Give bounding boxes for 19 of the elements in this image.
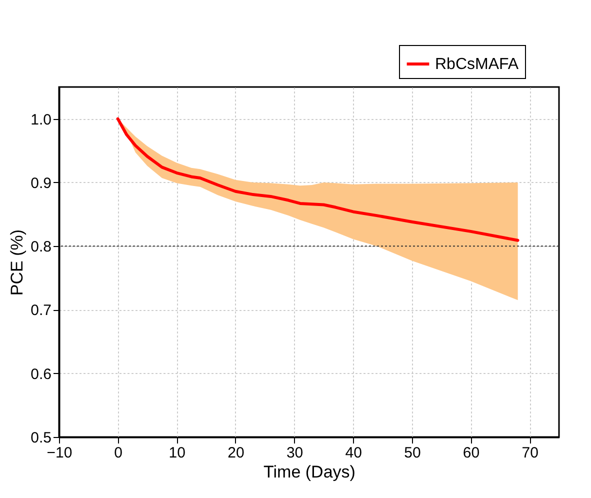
x-axis-title: Time (Days) [264, 462, 356, 482]
x-tick-label: 60 [462, 444, 480, 462]
x-tick-label: 20 [228, 444, 244, 462]
legend-label: RbCsMAFA [435, 56, 519, 73]
x-tick-label: 30 [286, 444, 304, 462]
y-tick-label: 0.7 [30, 302, 52, 320]
x-tick-label: 40 [345, 444, 362, 462]
x-tick-label: 0 [114, 444, 122, 462]
y-tick-label: 1.0 [30, 111, 52, 128]
x-tick-label: −10 [46, 444, 72, 462]
x-tick-label: 70 [522, 444, 538, 462]
y-axis-title: PCE (%) [8, 229, 27, 296]
x-tick-label: 50 [404, 444, 421, 462]
y-tick-label: 0.6 [30, 366, 52, 383]
y-tick-label: 0.8 [30, 238, 52, 256]
y-tick-label: 0.5 [30, 430, 52, 446]
y-tick-label: 0.9 [30, 174, 52, 192]
line-series [116, 117, 520, 242]
x-tick-label: 10 [168, 444, 186, 462]
